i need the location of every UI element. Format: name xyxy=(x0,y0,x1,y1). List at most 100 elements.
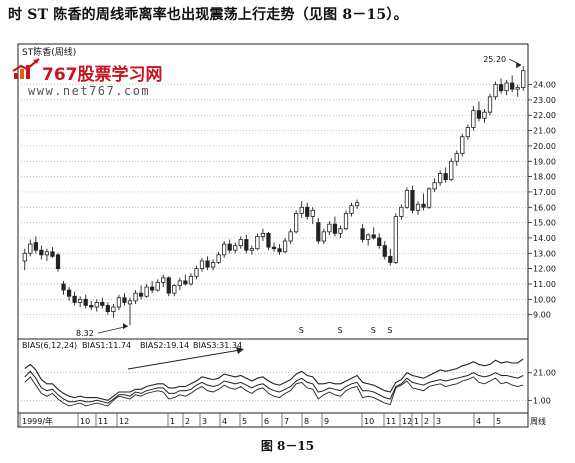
candle xyxy=(33,236,38,254)
main-gridlines xyxy=(18,84,528,315)
candle-body xyxy=(366,234,371,240)
candle-body xyxy=(161,277,166,283)
candle xyxy=(493,81,498,100)
bias-legend-title: BIAS(6,12,24) xyxy=(22,341,77,350)
candle xyxy=(282,237,288,254)
x-axis-label: 10 xyxy=(80,417,90,426)
x-axis-label: 9 xyxy=(324,417,329,426)
caption-text: 时 ST 陈香的周线乖离率也出现震荡上行走势（见图 8－15）。 xyxy=(8,7,408,23)
candle-body xyxy=(183,280,188,285)
x-axis-label: 6 xyxy=(264,417,269,426)
candle xyxy=(89,300,94,311)
candle xyxy=(210,259,216,271)
candle xyxy=(476,101,482,122)
s-marker: S xyxy=(387,326,392,335)
candle-body xyxy=(393,216,398,263)
annotation-arrowhead xyxy=(516,62,522,69)
main-y-tick-label: 16.00 xyxy=(533,203,556,212)
candle-body xyxy=(460,136,465,154)
candle xyxy=(172,283,177,297)
bias-line-bias3 xyxy=(24,358,524,401)
candle xyxy=(299,201,304,219)
s-marker: S xyxy=(371,326,376,335)
candle-body xyxy=(233,245,238,251)
candle-body xyxy=(454,153,459,162)
annotation-label: 25.20 xyxy=(483,55,506,64)
main-y-tick-label: 23.00 xyxy=(533,96,556,105)
candle-body xyxy=(271,246,277,250)
candle-body xyxy=(111,306,116,312)
candle xyxy=(415,201,421,215)
main-y-tick-label: 21.00 xyxy=(533,127,556,136)
candle xyxy=(144,283,149,298)
candle xyxy=(349,202,354,217)
candle-body xyxy=(404,189,410,208)
candle xyxy=(216,251,221,265)
candle-body xyxy=(288,231,293,242)
candle xyxy=(277,244,282,255)
candle xyxy=(521,66,526,91)
candle xyxy=(510,75,515,93)
x-axis-end-label: 周线 xyxy=(530,416,546,426)
main-y-tick-label: 19.00 xyxy=(533,157,556,166)
watermark-url: www.net767.com xyxy=(28,84,151,98)
price-annotations: 25.20 8.32 xyxy=(76,55,522,338)
candle-body xyxy=(327,223,332,233)
candle xyxy=(249,245,254,255)
candle xyxy=(305,202,310,220)
candle-body xyxy=(89,305,94,308)
candle xyxy=(410,185,415,214)
candle-body xyxy=(515,87,520,90)
candle-body xyxy=(310,209,315,217)
bias-line-bias1 xyxy=(24,376,524,407)
candle-body xyxy=(227,243,232,251)
candle xyxy=(116,294,122,311)
candle-body xyxy=(316,222,321,242)
candle-body xyxy=(172,285,177,294)
candle xyxy=(388,248,393,266)
candle xyxy=(138,285,144,300)
candle-body xyxy=(410,189,415,211)
candle xyxy=(316,218,321,245)
candle-body xyxy=(50,251,55,257)
candle xyxy=(421,193,426,211)
candle-body xyxy=(177,280,182,286)
main-y-tick-label: 22.00 xyxy=(533,111,556,120)
candle xyxy=(465,124,470,140)
candle xyxy=(78,296,83,307)
candle xyxy=(183,274,188,286)
x-axis-label: 11 xyxy=(98,417,108,426)
candle-body xyxy=(22,252,27,262)
candle-body xyxy=(138,292,144,297)
candle-body xyxy=(338,228,343,234)
main-y-tick-label: 14.00 xyxy=(533,234,556,243)
annotation-label: 8.32 xyxy=(76,329,94,338)
bias-y-ticks: 21.00 1.00 xyxy=(528,369,556,405)
candle-body xyxy=(482,111,487,119)
candle xyxy=(28,239,33,257)
bias-legend-entry: BIAS3:31.34 xyxy=(193,341,242,350)
candle-body xyxy=(388,255,393,263)
candle-body xyxy=(471,110,476,128)
candle xyxy=(100,297,105,309)
candle-body xyxy=(222,243,227,256)
bias-panel-frame xyxy=(17,338,529,414)
candle-body xyxy=(266,232,271,248)
main-y-tick-label: 17.00 xyxy=(533,188,556,197)
candle xyxy=(288,228,293,245)
candle-body xyxy=(166,277,171,294)
chart-trend-icon xyxy=(12,58,40,79)
candle xyxy=(188,273,194,286)
candle xyxy=(327,221,332,235)
main-y-tick-label: 20.00 xyxy=(533,142,556,151)
candle-body xyxy=(244,239,249,251)
candle xyxy=(271,242,277,252)
x-axis-label: 10 xyxy=(364,417,374,426)
candle xyxy=(111,303,116,318)
candle-body xyxy=(249,248,254,251)
candle xyxy=(332,216,338,237)
candle xyxy=(133,290,138,304)
candle-body xyxy=(210,262,216,268)
